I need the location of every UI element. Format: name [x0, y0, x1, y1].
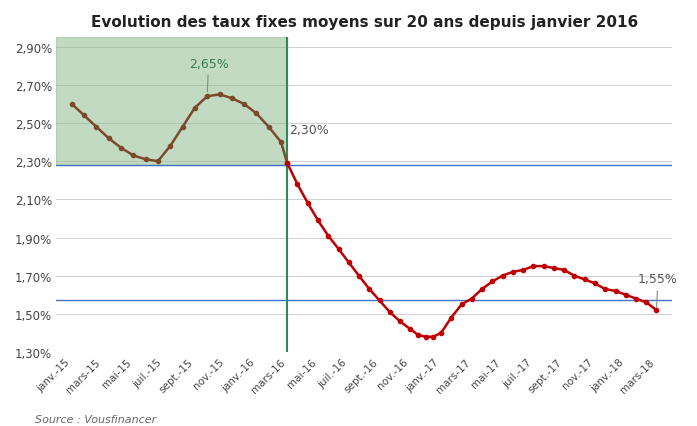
Text: 1,55%: 1,55%	[638, 273, 678, 308]
Text: 2,65%: 2,65%	[189, 58, 229, 92]
Text: Source : Vousfinancer: Source : Vousfinancer	[35, 414, 156, 424]
Text: 2,30%: 2,30%	[289, 124, 328, 137]
Title: Evolution des taux fixes moyens sur 20 ans depuis janvier 2016: Evolution des taux fixes moyens sur 20 a…	[91, 15, 638, 30]
